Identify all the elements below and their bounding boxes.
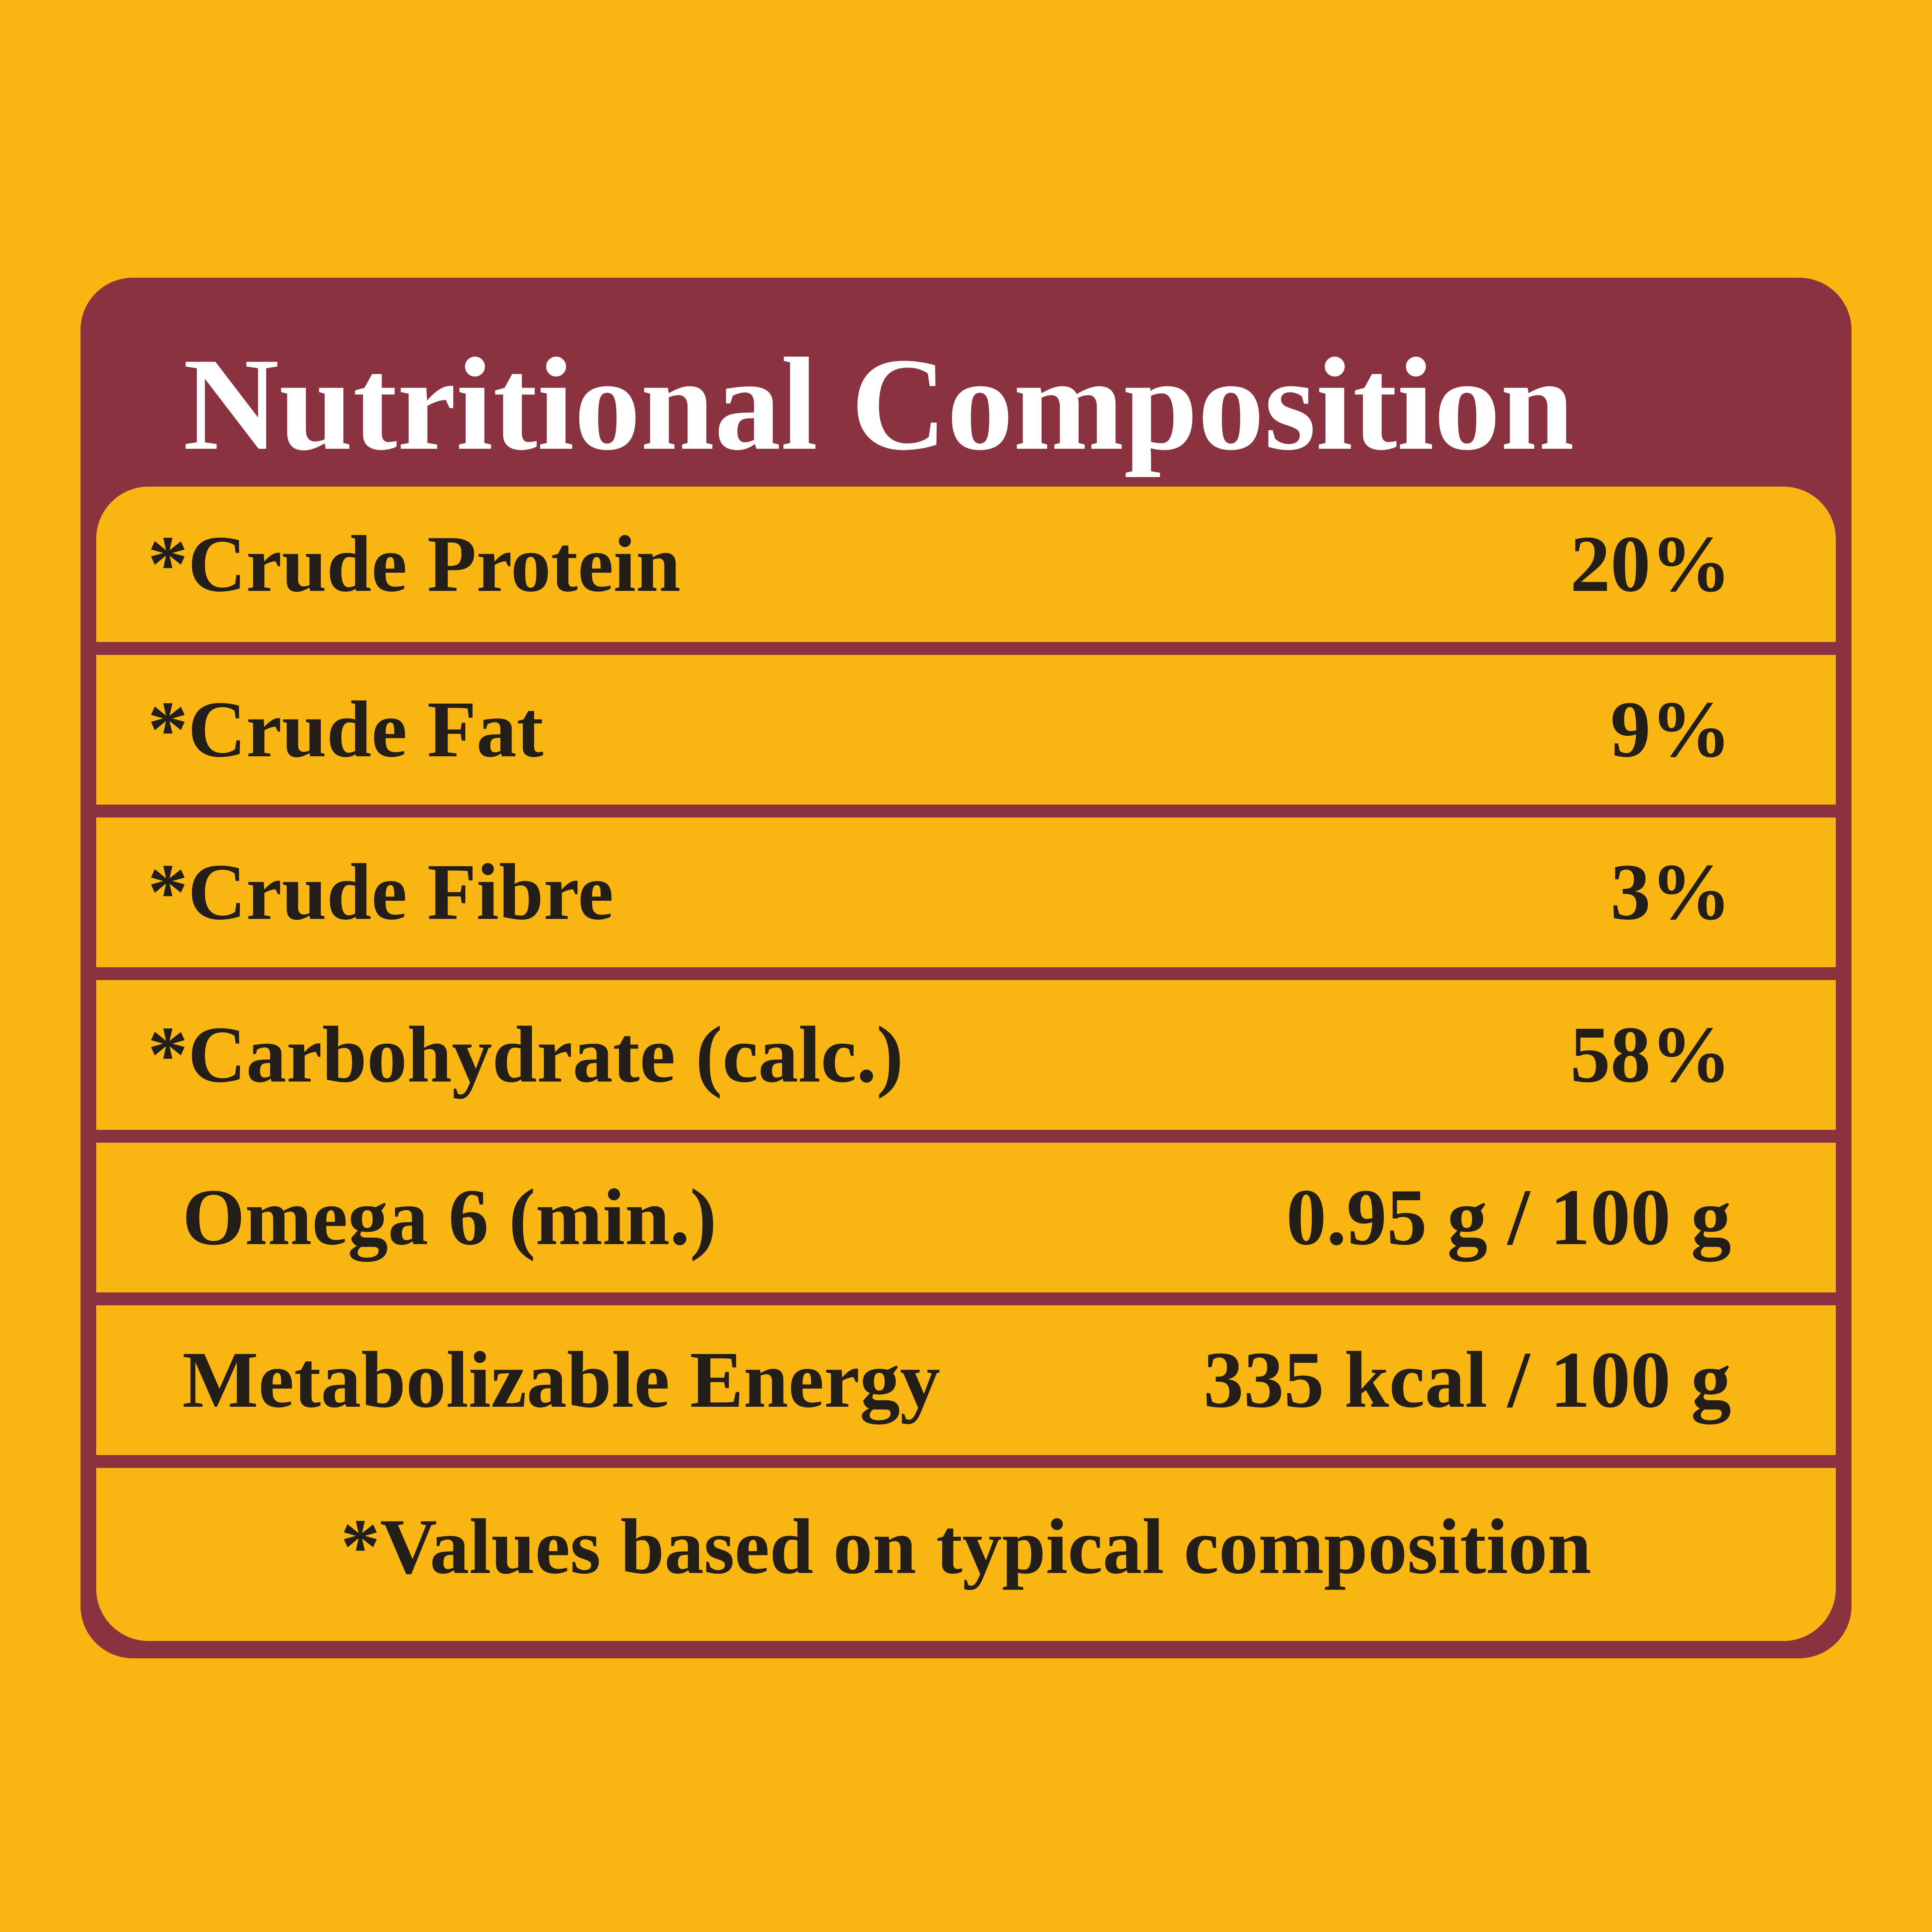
row-label: *Crude Fat — [148, 685, 544, 774]
row-value: 58% — [1570, 1010, 1731, 1099]
nutrition-table: *Crude Protein 20% *Crude Fat 9% *Crude … — [96, 487, 1836, 1641]
row-label: *Crude Fibre — [148, 848, 614, 937]
row-label: *Carbohydrate (calc.) — [148, 1010, 904, 1099]
table-row: *Crude Protein 20% — [96, 487, 1836, 655]
row-label: Metabolizable Energy — [182, 1335, 941, 1424]
table-row: Metabolizable Energy 335 kcal / 100 g — [96, 1305, 1836, 1468]
row-value: 0.95 g / 100 g — [1286, 1173, 1731, 1262]
row-label: *Crude Protein — [148, 520, 681, 609]
table-row: *Carbohydrate (calc.) 58% — [96, 980, 1836, 1143]
footnote: *Values based on typical composition — [341, 1503, 1591, 1590]
nutrition-panel: Nutritional Composition *Crude Protein 2… — [80, 278, 1852, 1658]
row-value: 3% — [1610, 848, 1731, 937]
row-value: 335 kcal / 100 g — [1203, 1335, 1731, 1424]
panel-title: Nutritional Composition — [183, 331, 1575, 478]
row-value: 20% — [1570, 520, 1731, 609]
row-label: Omega 6 (min.) — [182, 1173, 717, 1262]
table-row: Omega 6 (min.) 0.95 g / 100 g — [96, 1143, 1836, 1305]
table-row: *Crude Fibre 3% — [96, 817, 1836, 980]
table-row: *Crude Fat 9% — [96, 655, 1836, 817]
row-value: 9% — [1610, 685, 1731, 774]
